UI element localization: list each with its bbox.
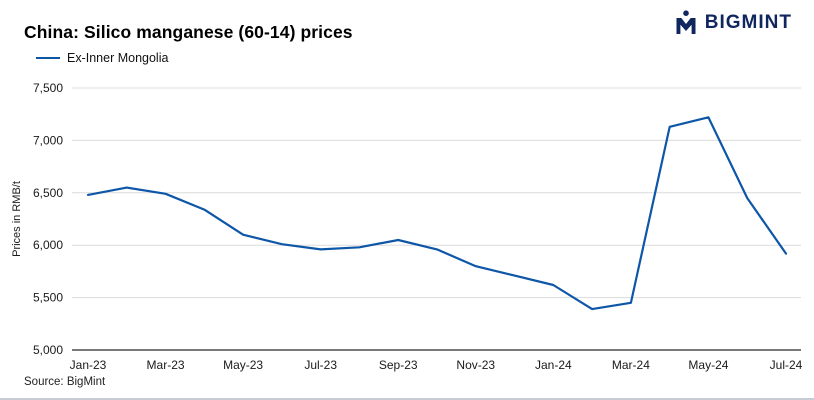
y-tick-label: 6,500 — [33, 186, 63, 200]
y-tick-label: 6,000 — [33, 238, 63, 252]
x-tick-label: Mar-23 — [147, 358, 185, 372]
legend-label: Ex-Inner Mongolia — [67, 51, 169, 65]
chart-title: China: Silico manganese (60-14) prices — [24, 22, 353, 42]
x-tick-label: Jul-23 — [304, 358, 337, 372]
y-tick-label: 5,000 — [33, 343, 63, 357]
y-tick-label: 5,500 — [33, 291, 63, 305]
x-tick-label: May-23 — [223, 358, 263, 372]
gridlines — [72, 87, 801, 351]
x-tick-label: Sep-23 — [379, 358, 418, 372]
x-tick-label: Mar-24 — [612, 358, 650, 372]
x-tick-label: Jan-24 — [535, 358, 572, 372]
x-tick-label: Nov-23 — [456, 358, 495, 372]
bigmint-logo: BIGMINT — [673, 9, 792, 36]
legend: Ex-Inner Mongolia — [36, 51, 168, 65]
x-tick-label: May-24 — [688, 358, 728, 372]
series-line-ex-inner-mongolia — [86, 116, 788, 311]
bigmint-logo-text: BIGMINT — [704, 11, 792, 33]
x-axis-labels: Jan-23 Mar-23 May-23 Jul-23 Sep-23 Nov-23 Jan-… — [70, 358, 803, 372]
source-note: Source: BigMint — [24, 376, 106, 388]
legend-line-swatch — [36, 56, 60, 60]
bigmint-logo-icon — [676, 10, 696, 34]
x-tick-label: Jul-24 — [770, 358, 803, 372]
series-lines — [86, 116, 788, 311]
y-axis-title-label: Prices in RMB/t — [11, 181, 23, 257]
y-axis-title: Prices in RMB/t — [11, 181, 23, 257]
y-tick-label: 7,000 — [33, 133, 63, 147]
y-tick-label: 7,500 — [33, 81, 63, 95]
y-axis-labels: 5,000 5,500 6,000 6,500 7,000 7,500 — [33, 81, 63, 357]
x-tick-label: Jan-23 — [70, 358, 107, 372]
